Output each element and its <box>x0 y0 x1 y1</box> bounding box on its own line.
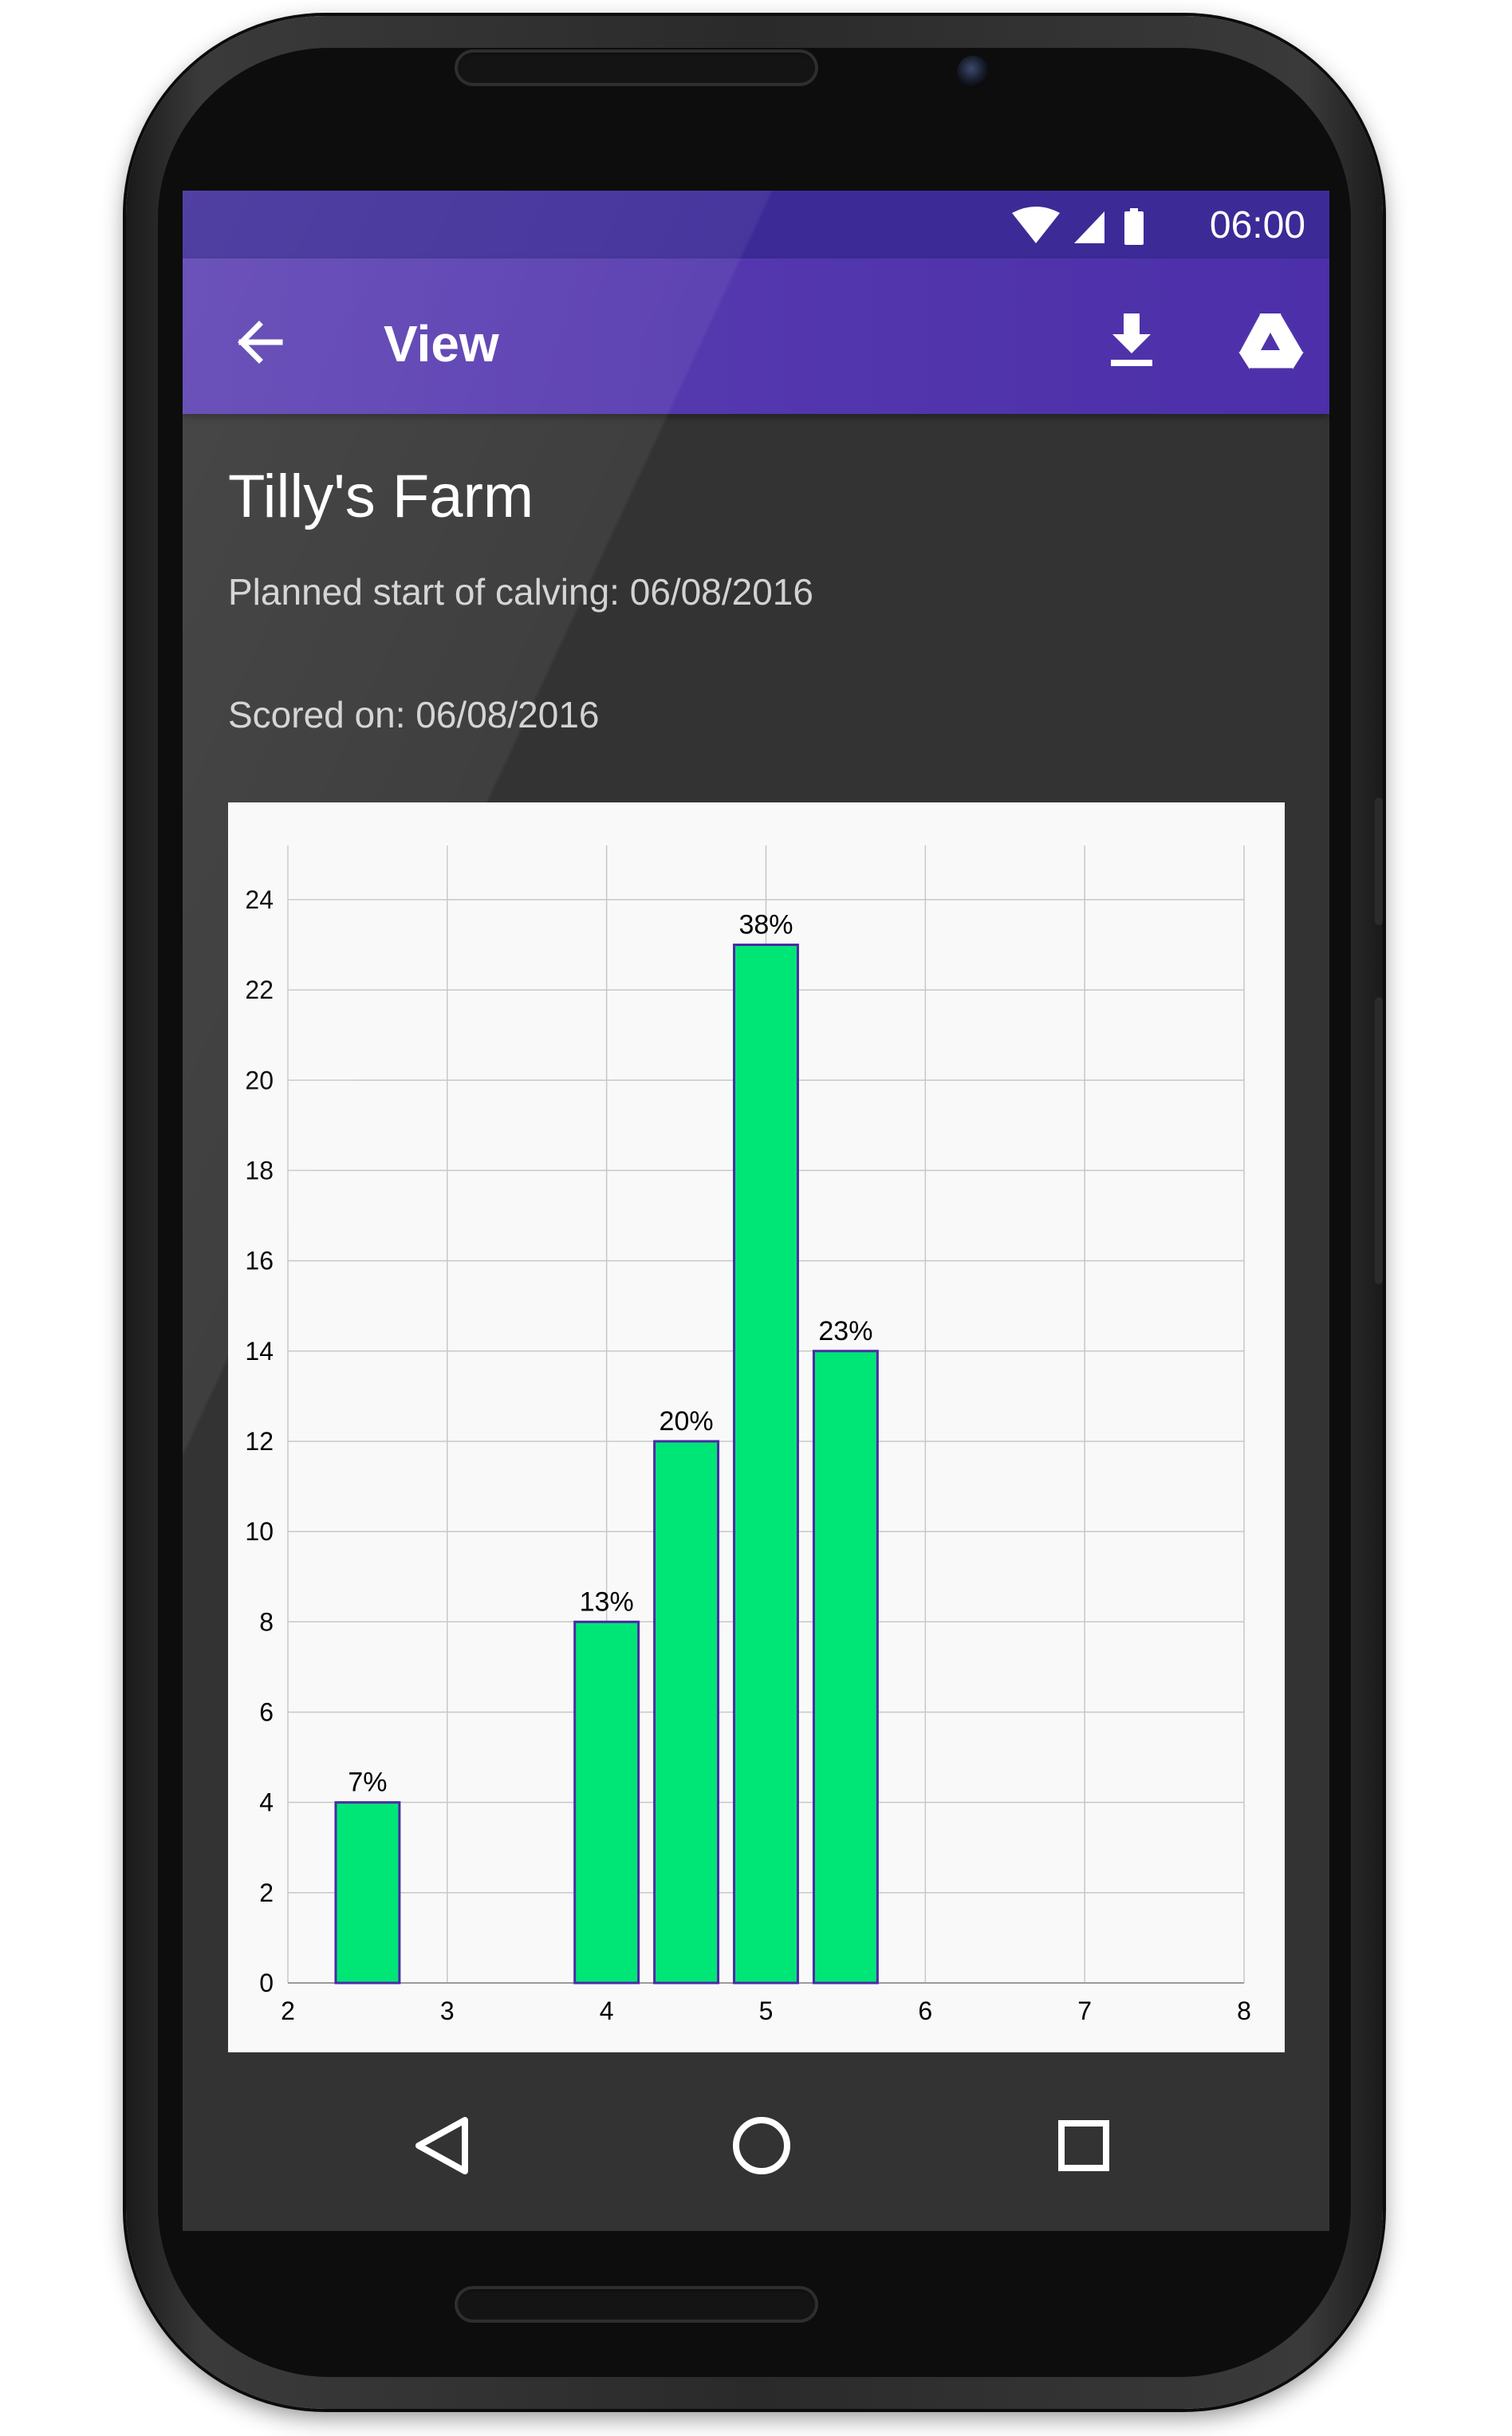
wifi-icon <box>1012 207 1060 243</box>
recents-square-icon[interactable] <box>1036 2098 1132 2194</box>
screen: 06:00 View Tilly's Farm Planned start of… <box>183 191 1329 2231</box>
farm-name: Tilly's Farm <box>228 463 534 530</box>
signal-icon <box>1074 211 1104 243</box>
histogram-chart: 2 3 4 5 6 7 8 0 2 4 6 8 10 12 14 16 18 20 22 24 7% 13% 20% 38% 2… <box>228 802 1285 2052</box>
scored-on-date: Scored on: 06/08/2016 <box>228 694 600 735</box>
y-tick-label: 6 <box>259 1697 274 1726</box>
navigation-bar <box>183 2098 1329 2233</box>
y-tick-label: 0 <box>259 1969 274 1997</box>
page-title: View <box>384 315 499 372</box>
bar <box>573 1620 640 1985</box>
back-triangle-icon[interactable] <box>395 2098 490 2194</box>
download-icon[interactable] <box>1100 309 1164 372</box>
y-tick-label: 18 <box>245 1156 274 1184</box>
y-tick-label: 12 <box>245 1427 274 1456</box>
bar <box>334 1801 401 1985</box>
volume-button <box>1375 997 1383 1284</box>
y-tick-label: 16 <box>245 1247 274 1275</box>
y-tick-label: 24 <box>245 885 274 914</box>
x-tick-label: 6 <box>918 1996 932 2025</box>
x-tick-label: 2 <box>281 1996 295 2025</box>
y-tick-label: 2 <box>259 1878 274 1907</box>
bottom-speaker <box>455 2286 818 2323</box>
bar-label: 20% <box>660 1406 714 1437</box>
home-circle-icon[interactable] <box>714 2098 809 2194</box>
battery-icon <box>1124 208 1144 245</box>
status-icons <box>1012 207 1144 245</box>
bar-label: 38% <box>738 909 793 940</box>
bar <box>653 1440 720 1985</box>
top-speaker <box>455 49 818 86</box>
front-camera <box>957 56 989 88</box>
x-tick-label: 5 <box>759 1996 774 2025</box>
power-button <box>1375 798 1383 925</box>
y-tick-label: 10 <box>245 1517 274 1546</box>
status-bar: 06:00 <box>183 191 1329 258</box>
bar-label: 23% <box>818 1316 872 1346</box>
bar-label: 13% <box>580 1587 634 1617</box>
planned-start-calving: Planned start of calving: 06/08/2016 <box>228 571 813 613</box>
google-drive-icon[interactable] <box>1235 309 1307 372</box>
status-time: 06:00 <box>1209 204 1305 246</box>
y-tick-label: 22 <box>245 976 274 1004</box>
y-tick-label: 8 <box>259 1607 274 1636</box>
back-arrow-icon[interactable] <box>230 310 294 374</box>
y-tick-label: 20 <box>245 1066 274 1094</box>
y-tick-label: 4 <box>259 1788 274 1817</box>
chart-svg: 2 3 4 5 6 7 80246810121416182022247%13%20%38%2… <box>245 846 1251 2025</box>
x-tick-label: 3 <box>440 1996 455 2025</box>
x-tick-label: 7 <box>1077 1996 1092 2025</box>
bar-label: 7% <box>348 1768 387 1798</box>
x-tick-label: 8 <box>1237 1996 1251 2025</box>
y-tick-label: 14 <box>245 1337 274 1366</box>
bar <box>812 1350 879 1985</box>
x-tick-label: 4 <box>600 1996 614 2025</box>
bar <box>733 943 799 1985</box>
